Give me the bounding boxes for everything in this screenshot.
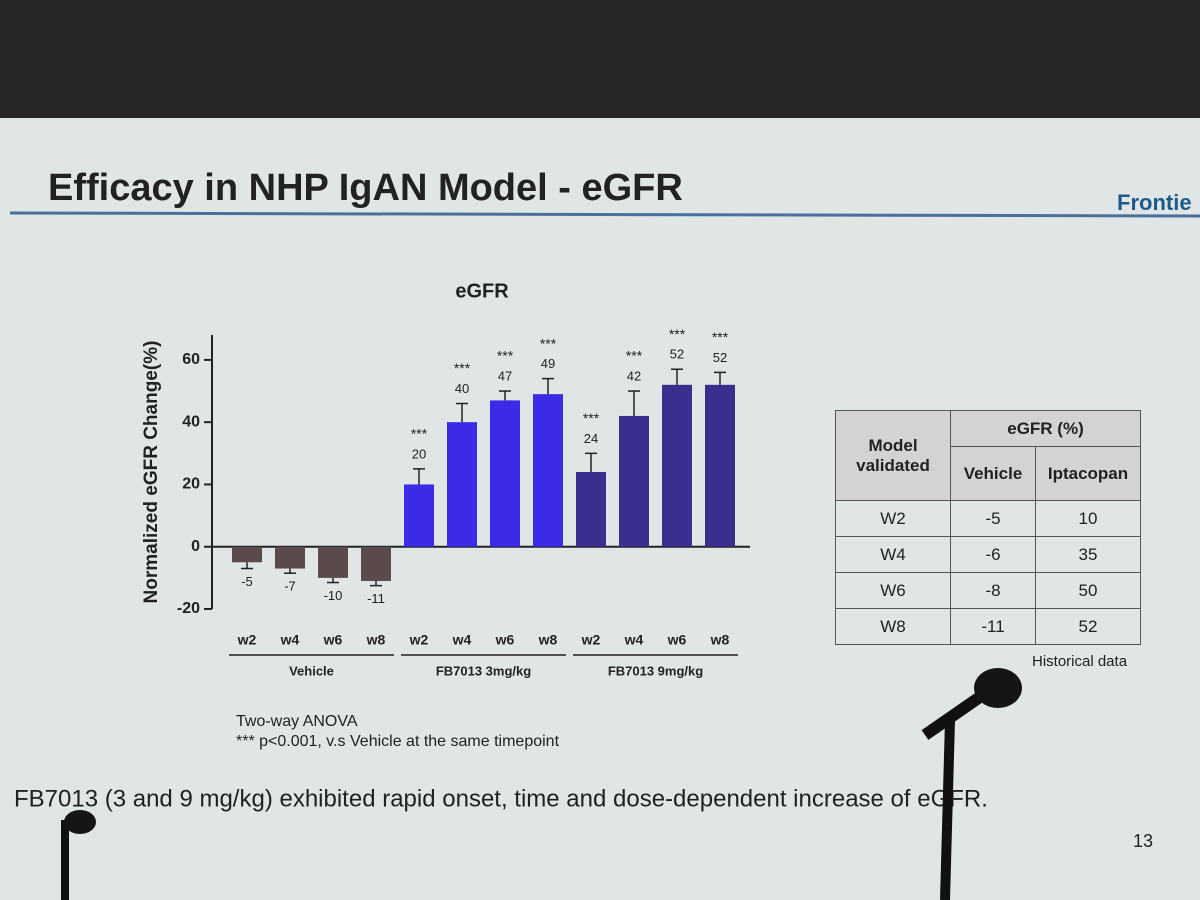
value-label: -10	[324, 588, 343, 603]
chart: eGFR Normalized eGFR Change(%) -20 0 20 40 60 -…	[141, 280, 750, 750]
bar	[533, 394, 563, 547]
table-header: eGFR (%)	[950, 410, 1141, 447]
table-header: Model validated	[835, 410, 951, 501]
conclusion: FB7013 (3 and 9 mg/kg) exhibited rapid o…	[14, 785, 988, 812]
bar	[404, 484, 434, 547]
slide-title: Efficacy in NHP IgAN Model - eGFR	[48, 167, 683, 209]
significance: ***	[454, 360, 471, 376]
significance: ***	[583, 410, 600, 426]
x-tick-label: w8	[710, 632, 730, 648]
value-label: 52	[670, 347, 684, 362]
value-label: 40	[455, 381, 469, 396]
table-cell: W2	[835, 500, 951, 537]
y-tick-label: 0	[191, 538, 200, 555]
x-tick-label: w4	[624, 632, 644, 648]
y-tick-label: 60	[182, 351, 200, 368]
table-cell: 52	[1035, 608, 1141, 645]
table-row: W8 -11 52	[835, 608, 1141, 645]
logo: Frontie	[1117, 190, 1192, 215]
value-label: 47	[498, 368, 512, 383]
x-tick-label: w2	[581, 632, 601, 648]
value-label: 24	[584, 431, 598, 446]
bar	[318, 546, 348, 578]
x-tick-label: w2	[409, 632, 429, 648]
bar	[447, 422, 477, 547]
group-label: Vehicle	[289, 663, 334, 678]
group-label: FB7013 9mg/kg	[608, 663, 703, 678]
y-axis-label: Normalized eGFR Change(%)	[141, 341, 162, 604]
table-cell: 50	[1035, 572, 1141, 609]
table-row: W4 -6 35	[835, 536, 1141, 573]
y-tick-label: -20	[177, 600, 200, 617]
table-cell: -8	[950, 572, 1036, 609]
table-cell: -11	[950, 608, 1036, 645]
microphone	[61, 668, 1022, 900]
value-label: 42	[627, 368, 641, 383]
bar	[619, 415, 649, 547]
value-label: 49	[541, 356, 555, 371]
significance: ***	[712, 329, 729, 345]
x-tick-label: w6	[667, 632, 687, 648]
table-cell: -6	[950, 536, 1036, 573]
table-header: Vehicle	[950, 446, 1036, 501]
bar	[705, 384, 735, 547]
x-tick-label: w6	[323, 632, 343, 648]
significance: ***	[540, 335, 557, 351]
table-cell: W8	[835, 608, 951, 645]
bar	[490, 400, 520, 547]
table-cell: 35	[1035, 536, 1141, 573]
table-cell: W6	[835, 572, 951, 609]
bar	[232, 546, 262, 563]
x-tick-label: w8	[366, 632, 386, 648]
title-rule	[9, 211, 1200, 218]
x-tick-label: w2	[237, 632, 257, 648]
x-tick-label: w4	[280, 632, 300, 648]
x-tick-label: w6	[495, 632, 515, 648]
table-cell: 10	[1035, 500, 1141, 537]
bar	[576, 472, 606, 547]
table-cell: -5	[950, 500, 1036, 537]
chart-title: eGFR	[455, 280, 509, 302]
significance: ***	[411, 426, 428, 442]
footnote: Two-way ANOVA	[236, 713, 358, 730]
value-label: 20	[412, 446, 426, 461]
y-tick-label: 20	[182, 476, 200, 493]
x-tick-label: w4	[452, 632, 472, 648]
group-label: FB7013 3mg/kg	[436, 663, 531, 678]
significance: ***	[626, 348, 643, 364]
table-row: W2 -5 10	[835, 500, 1141, 537]
table-caption: Historical data	[1032, 653, 1128, 670]
value-label: 52	[713, 350, 727, 365]
bar	[275, 546, 305, 569]
bar	[662, 384, 692, 547]
table-row: W6 -8 50	[835, 572, 1141, 609]
significance: ***	[497, 348, 514, 364]
bar	[361, 546, 391, 581]
value-label: -7	[284, 579, 296, 594]
footnote: *** p<0.001, v.s Vehicle at the same tim…	[236, 733, 560, 750]
significance: ***	[669, 326, 686, 342]
table-header: Iptacopan	[1035, 446, 1141, 501]
data-table: Model validated eGFR (%) Vehicle Iptacop…	[835, 410, 1141, 645]
value-label: -5	[241, 574, 253, 589]
page-number: 13	[1133, 831, 1153, 851]
y-tick-label: 40	[182, 413, 200, 430]
table-cell: W4	[835, 536, 951, 573]
value-label: -11	[367, 591, 385, 606]
x-tick-label: w8	[538, 632, 558, 648]
